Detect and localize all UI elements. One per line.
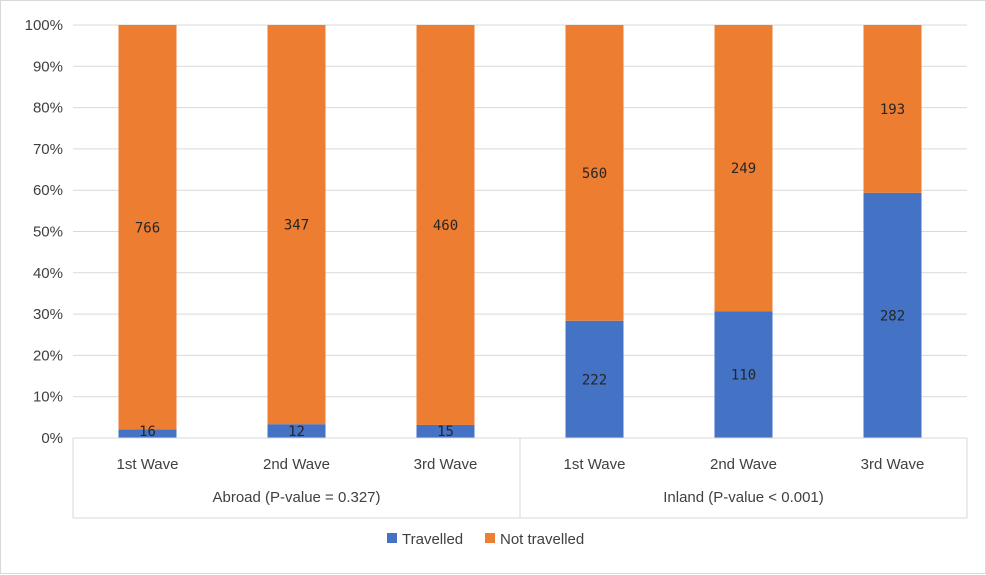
bar-segment-travelled (416, 424, 475, 438)
data-labels: 16 766 12 347 15 460 222 560 110 249 282 193 (135, 102, 905, 440)
data-label: 460 (433, 218, 458, 234)
category-axis: 1st Wave 2nd Wave 3rd Wave 1st Wave 2nd Wave… (72, 437, 968, 519)
group-label: Inland (P-value < 0.001) (663, 489, 824, 506)
bar-segment-travelled (118, 429, 177, 438)
y-tick-label: 50% (33, 224, 63, 241)
category-label: 1st Wave (564, 456, 626, 473)
y-tick-label: 80% (33, 100, 63, 117)
category-label: 1st Wave (117, 456, 179, 473)
y-axis-tick-labels: 0% 10% 20% 30% 40% 50% 60% 70% 80% 90% 100% (25, 17, 63, 447)
legend-label: Travelled (402, 531, 463, 548)
bars (118, 25, 922, 438)
bar-segment-not-travelled (714, 25, 773, 312)
y-tick-label: 40% (33, 265, 63, 282)
data-label: 15 (437, 424, 454, 440)
data-label: 766 (135, 220, 160, 236)
category-label: 3rd Wave (414, 456, 478, 473)
data-label: 249 (731, 161, 756, 177)
data-label: 347 (284, 218, 309, 234)
y-tick-label: 60% (33, 182, 63, 199)
legend-swatch (387, 533, 397, 543)
group-label: Abroad (P-value = 0.327) (212, 489, 380, 506)
y-tick-label: 70% (33, 141, 63, 158)
data-label: 16 (139, 424, 156, 440)
bar-segment-travelled (267, 424, 326, 438)
y-tick-label: 100% (25, 17, 63, 34)
y-tick-label: 0% (41, 430, 63, 447)
bar-segment-not-travelled (565, 25, 624, 321)
data-label: 12 (288, 424, 305, 440)
y-tick-label: 30% (33, 306, 63, 323)
category-label: 2nd Wave (710, 456, 777, 473)
y-tick-label: 10% (33, 389, 63, 406)
bar-segment-not-travelled (267, 25, 326, 425)
bar-segment-travelled (714, 311, 773, 438)
category-label: 3rd Wave (861, 456, 925, 473)
bar-segment-travelled (565, 320, 624, 438)
bar-segment-travelled (863, 192, 922, 438)
gridlines (73, 24, 967, 398)
data-label: 222 (582, 372, 607, 388)
data-label: 193 (880, 102, 905, 118)
y-tick-label: 90% (33, 58, 63, 75)
bar-segment-not-travelled (416, 25, 475, 425)
bar-segment-not-travelled (863, 25, 922, 193)
data-label: 282 (880, 308, 905, 324)
category-label: 2nd Wave (263, 456, 330, 473)
data-label: 110 (731, 368, 756, 384)
legend-swatch (485, 533, 495, 543)
legend-label: Not travelled (500, 531, 584, 548)
legend: Travelled Not travelled (387, 531, 584, 548)
y-tick-label: 20% (33, 347, 63, 364)
bar-segment-not-travelled (118, 25, 177, 430)
data-label: 560 (582, 166, 607, 182)
